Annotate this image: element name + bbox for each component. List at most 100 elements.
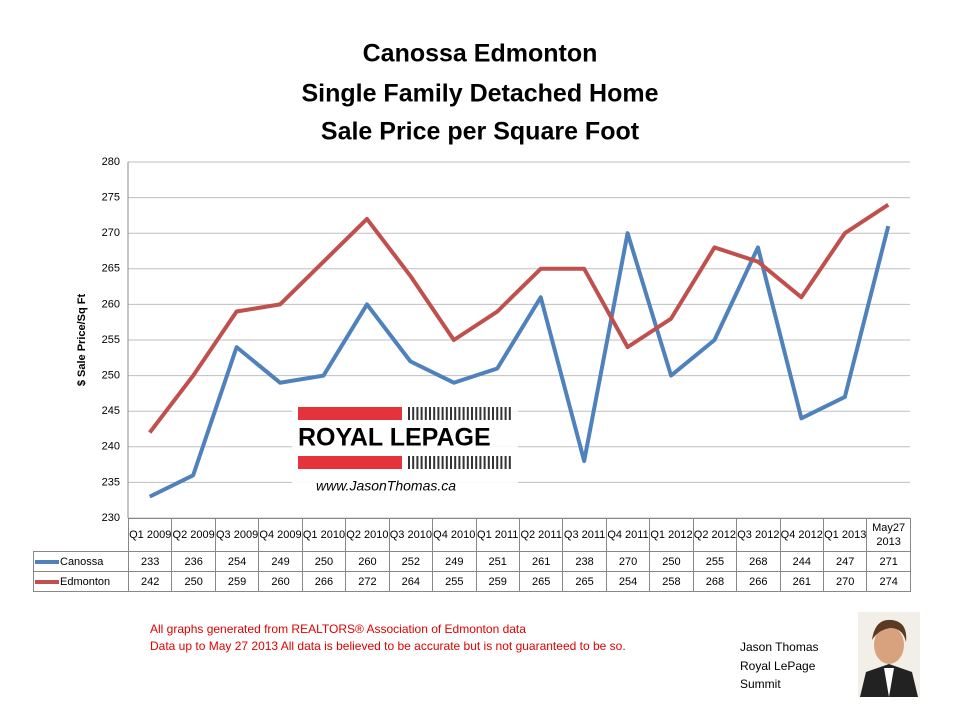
y-tick-label: 255 [102,334,120,346]
legend-label: Canossa [60,555,104,568]
data-label: 254 [214,551,260,572]
data-label-text: 271 [879,555,898,568]
x-tick-label-text: May27 2013 [872,522,906,548]
data-label: 255 [692,551,738,572]
data-label: 242 [127,571,173,592]
y-tick-label: 270 [102,227,120,239]
series-line [148,225,891,499]
logo-bar [298,456,402,469]
x-tick-label: Q4 2010 [432,518,477,552]
data-label-text: 254 [618,575,638,588]
data-label: 272 [345,571,390,592]
barcode-bar [475,407,478,420]
data-label: 250 [301,551,347,572]
barcode-bar [450,407,452,420]
x-tick-label: Q3 2012 [736,518,781,552]
barcode-bar [420,456,423,469]
data-label: 250 [171,571,216,592]
chart-title: Canossa Edmonton [363,40,598,68]
barcode-bar [500,456,503,469]
x-tick-label-text: Q1 2011 [477,529,519,541]
data-label: 265 [518,571,564,592]
y-tick-label: 275 [102,192,120,204]
barcode-bar [441,456,444,469]
barcode-bar [458,456,461,469]
x-tick-label: Q4 2012 [779,518,825,552]
x-tick-label: Q1 2010 [301,518,347,552]
x-tick-label-text: Q2 2012 [693,529,736,541]
data-label-text: 250 [314,555,334,568]
data-label-text: 233 [141,555,160,568]
data-label-text: 258 [662,575,681,588]
data-label: 259 [475,571,520,592]
lines [148,203,891,499]
data-label-text: 266 [314,575,334,588]
data-label: 271 [866,551,911,572]
data-table: Q1 2009 Q2 2009 Q3 2009 Q4 2009 Q1 2010 Q2 20… [33,518,911,592]
data-label-text: 270 [836,575,855,588]
data-label-text: 270 [618,555,638,568]
legend-label: Edmonton [60,575,111,588]
barcode-bar [483,456,486,469]
data-label-text: 252 [401,555,421,568]
data-label-text: 264 [401,575,421,588]
data-label-text: 249 [445,555,464,568]
x-tick-label-text: Q1 2013 [824,529,867,541]
data-label-text: 244 [792,555,811,568]
agent-photo [858,612,920,697]
data-label-text: 259 [488,575,507,588]
agent-company: Royal LePage [740,659,816,673]
x-tick-label: Q3 2009 [214,518,260,552]
barcode-bar [504,407,507,420]
x-tick-label: Q3 2010 [388,518,434,552]
legend-entry: Canossa [33,551,129,572]
barcode-bar [445,456,448,469]
barcode-bar [504,456,507,469]
x-tick-label-text: Q2 2009 [172,529,215,541]
barcode-bar [500,407,503,420]
x-tick-label: May27 2013 [866,518,911,552]
legend-swatch [35,559,59,564]
x-tick-label-text: Q4 2010 [433,529,476,541]
barcode-bar [479,456,482,469]
logo: ROYAL LEPAGE www.JasonThomas.ca [292,400,518,495]
data-label: 255 [432,571,477,592]
barcode-bar [462,407,465,420]
data-label: 274 [866,571,911,592]
x-tick-label-text: Q4 2011 [607,529,649,541]
data-label-text: 242 [141,575,160,588]
barcode-bar [487,407,490,420]
data-label-text: 259 [227,575,247,588]
x-tick-label-text: Q3 2009 [215,529,259,541]
photo-face [874,626,904,664]
barcode-bar [492,456,494,469]
data-label: 268 [736,551,781,572]
data-label: 270 [822,571,868,592]
x-tick-label-text: Q2 2010 [346,529,389,541]
x-tick-label-text: Q3 2010 [389,529,432,541]
data-label: 249 [258,551,303,572]
barcode-bar [483,407,486,420]
logo-text: ROYAL LEPAGE [298,424,491,452]
x-tick-label: Q2 2010 [345,518,390,552]
logo-barcode [408,407,511,469]
x-tick-label: Q2 2011 [518,518,564,552]
data-label: 264 [388,571,434,592]
barcode-bar [496,407,499,420]
data-label: 266 [301,571,347,592]
barcode-bar [433,456,436,469]
barcode-bar [508,407,511,420]
barcode-bar [424,456,427,469]
barcode-bar [492,407,494,420]
barcode-bar [408,456,410,469]
y-axis-label: $ Sale Price/Sq Ft [76,294,88,387]
data-label-text: 249 [271,555,290,568]
data-label-text: 268 [705,575,725,588]
x-tick-label-text: Q1 2012 [650,529,693,541]
data-label: 254 [605,571,651,592]
barcode-bar [412,456,415,469]
x-tick-label: Q3 2011 [562,518,607,552]
legend-entry: Edmonton [33,571,129,592]
data-label-text: 236 [184,555,203,568]
